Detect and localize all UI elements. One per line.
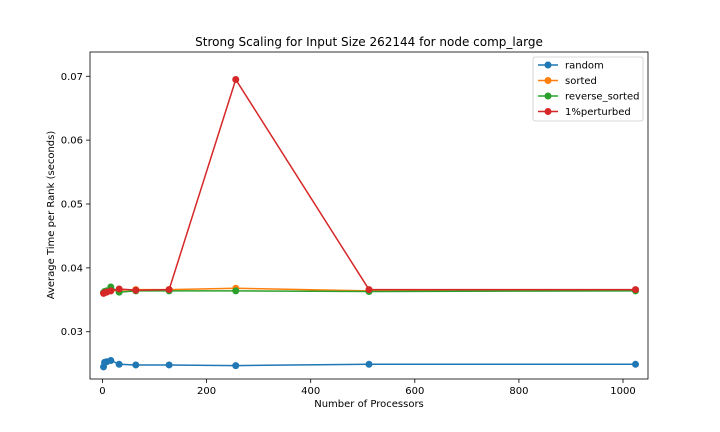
data-point — [365, 360, 373, 368]
legend: random sorted reverse_sorted 1%perturbed — [532, 56, 644, 122]
legend-marker — [544, 61, 552, 69]
legend-marker — [544, 77, 552, 84]
data-point — [115, 285, 123, 293]
chart-title: Strong Scaling for Input Size 262144 for… — [195, 35, 543, 49]
data-point — [107, 356, 115, 364]
data-point — [165, 361, 173, 369]
data-point — [632, 286, 640, 294]
x-axis-label: Number of Processors — [314, 399, 424, 410]
y-axis: 0.03 0.04 0.05 0.06 0.07 — [61, 72, 90, 338]
data-point — [132, 361, 140, 369]
x-tick-label: 400 — [301, 386, 320, 397]
x-tick-label: 200 — [197, 386, 216, 397]
data-point — [232, 362, 240, 370]
y-tick-label: 0.03 — [61, 327, 83, 338]
legend-label: reverse_sorted — [565, 92, 639, 103]
data-point — [115, 360, 123, 368]
y-axis-label: Average Time per Rank (seconds) — [46, 131, 57, 300]
legend-box — [532, 56, 644, 122]
data-point — [632, 360, 640, 368]
x-tick-label: 600 — [405, 386, 424, 397]
x-tick-label: 0 — [99, 386, 105, 397]
legend-marker — [544, 108, 552, 115]
legend-label: random — [565, 61, 604, 72]
x-axis: 0 200 400 600 800 1000 — [99, 379, 636, 397]
plot-area — [100, 75, 640, 371]
y-tick-label: 0.07 — [61, 72, 83, 83]
data-point — [107, 287, 115, 295]
x-tick-label: 800 — [509, 386, 528, 397]
plot-frame — [89, 51, 649, 380]
x-tick-label: 1000 — [610, 386, 635, 397]
y-tick-label: 0.05 — [61, 200, 83, 211]
legend-marker — [544, 92, 552, 100]
legend-label: sorted — [565, 76, 597, 87]
y-tick-label: 0.04 — [61, 263, 83, 274]
data-point — [232, 287, 240, 295]
legend-label: 1%perturbed — [565, 107, 631, 118]
data-point — [232, 75, 240, 83]
data-point — [165, 286, 173, 294]
data-point — [365, 286, 373, 294]
y-tick-label: 0.06 — [61, 136, 83, 147]
data-point — [132, 286, 140, 294]
